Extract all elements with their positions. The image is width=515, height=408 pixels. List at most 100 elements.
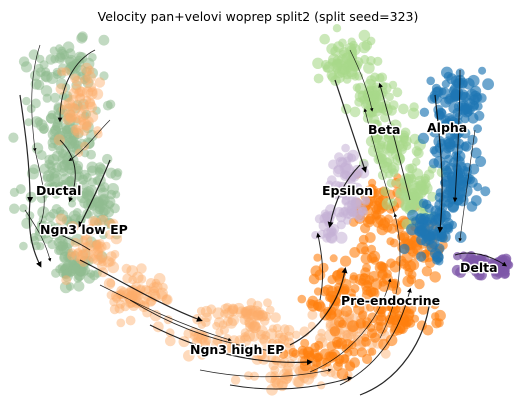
cell-point (83, 199, 94, 210)
cell-point (416, 252, 426, 262)
cell-point (80, 142, 89, 151)
cell-point (265, 372, 277, 384)
cell-point (357, 347, 367, 357)
cell-point (36, 242, 44, 250)
cell-point (444, 145, 452, 153)
cell-point (102, 154, 112, 164)
label-beta: Beta (368, 122, 400, 137)
cell-point (362, 40, 373, 51)
cell-point (126, 316, 136, 326)
cell-point (82, 188, 93, 199)
cell-point (37, 150, 47, 160)
cell-point (403, 321, 411, 329)
cell-point (56, 146, 65, 155)
cell-point (110, 304, 120, 314)
cell-point (361, 197, 370, 206)
cell-point (326, 232, 337, 243)
cell-point (349, 247, 360, 258)
cell-point (414, 148, 424, 158)
cell-point (330, 61, 342, 73)
cell-point (56, 83, 67, 94)
cell-point (319, 34, 330, 45)
cell-point (411, 196, 419, 204)
label-pre-endocrine: Pre-endocrine (341, 293, 440, 308)
cell-point (350, 107, 361, 118)
cell-point (437, 108, 446, 117)
cell-point (313, 254, 321, 262)
cell-point (36, 55, 44, 63)
cell-point (266, 384, 278, 396)
cell-point (107, 261, 119, 273)
cell-point (75, 171, 85, 181)
cell-point (400, 135, 409, 144)
cell-point (228, 315, 239, 326)
cell-point (340, 256, 351, 267)
cell-point (334, 317, 345, 328)
cell-point (429, 158, 439, 168)
cell-point (468, 75, 480, 87)
cell-point (99, 35, 110, 46)
cell-point (344, 201, 356, 213)
cell-point (467, 201, 478, 212)
cell-point (430, 271, 441, 282)
cell-point (312, 58, 323, 69)
cell-point (34, 80, 44, 90)
cell-point (349, 357, 360, 368)
cell-point (327, 341, 337, 351)
cell-point (328, 160, 338, 170)
cell-point (57, 67, 66, 76)
cell-point (433, 252, 444, 263)
cell-point (360, 267, 370, 277)
cell-point (311, 265, 322, 276)
cell-point (68, 95, 79, 106)
cell-point (334, 309, 342, 317)
cell-point (112, 191, 120, 199)
cell-point (103, 101, 113, 111)
cell-point (411, 217, 420, 226)
cell-point (474, 111, 484, 121)
cell-point (287, 359, 295, 367)
cell-point (51, 269, 60, 278)
cell-points (8, 24, 513, 396)
cell-point (398, 104, 409, 115)
cell-point (62, 114, 73, 125)
cell-point (241, 307, 250, 316)
cell-point (390, 239, 399, 248)
cell-point (330, 254, 338, 262)
cell-point (310, 343, 320, 353)
cell-point (22, 97, 30, 105)
cell-point (88, 53, 97, 62)
cell-point (19, 242, 28, 251)
cell-point (114, 168, 123, 177)
cell-point (366, 56, 375, 65)
cell-point (220, 310, 228, 318)
cell-point (269, 325, 277, 333)
cell-point (244, 371, 253, 380)
cell-point (399, 244, 409, 254)
cell-point (434, 199, 445, 210)
cell-point (48, 143, 57, 152)
cell-point (8, 133, 18, 143)
cell-point (9, 204, 19, 214)
cell-point (380, 263, 389, 272)
cell-point (424, 233, 435, 244)
cell-point (112, 294, 121, 303)
cell-point (316, 357, 328, 369)
cell-point (299, 326, 309, 336)
cell-point (275, 330, 283, 338)
cell-point (419, 199, 429, 209)
cell-point (363, 98, 375, 110)
cell-point (457, 91, 467, 101)
cell-point (349, 275, 358, 284)
cell-point (474, 102, 483, 111)
cell-point (61, 275, 71, 285)
cell-point (72, 125, 81, 134)
cell-point (65, 162, 74, 171)
cell-point (165, 336, 176, 347)
cell-point (292, 376, 303, 387)
cell-point (414, 279, 424, 289)
cell-point (92, 88, 104, 100)
cell-point (164, 315, 173, 324)
cell-point (367, 245, 376, 254)
cell-point (71, 238, 81, 248)
